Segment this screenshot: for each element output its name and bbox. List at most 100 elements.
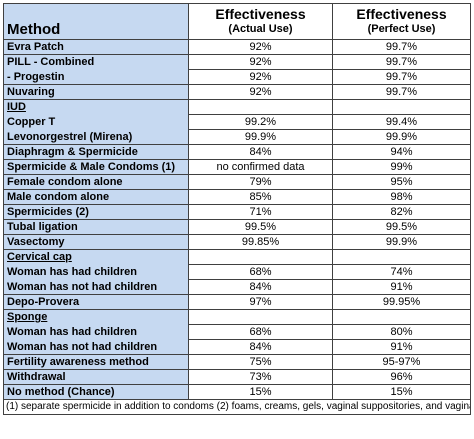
table-row: Evra Patch 92% 99.7% (3, 39, 471, 55)
table-row: Woman has not had children 84% 91% (3, 339, 471, 355)
group-heading: Sponge (7, 311, 48, 324)
perfect-cell: 74% (332, 264, 471, 280)
actual-cell: 79% (188, 174, 333, 190)
group-heading-row: Sponge (3, 309, 471, 325)
perfect-cell: 99.7% (332, 54, 471, 70)
perfect-cell: 95-97% (332, 354, 471, 370)
group-heading: Cervical cap (7, 251, 72, 264)
perfect-cell: 95% (332, 174, 471, 190)
perfect-cell: 82% (332, 204, 471, 220)
header-text: Effectiveness (356, 5, 447, 22)
table-row: Levonorgestrel (Mirena) 99.9% 99.9% (3, 129, 471, 145)
perfect-cell: 96% (332, 369, 471, 385)
method-cell: Woman has not had children (3, 279, 189, 295)
table-row: Nuvaring 92% 99.7% (3, 84, 471, 100)
perfect-cell: 91% (332, 279, 471, 295)
perfect-cell: 99.7% (332, 69, 471, 85)
empty-cell (332, 99, 471, 115)
method-cell: Nuvaring (3, 84, 189, 100)
perfect-cell: 80% (332, 324, 471, 340)
method-cell: Copper T (3, 114, 189, 130)
table-row: Depo-Provera 97% 99.95% (3, 294, 471, 310)
table-row: Female condom alone 79% 95% (3, 174, 471, 190)
method-cell: Woman has had children (3, 324, 189, 340)
actual-cell: 97% (188, 294, 333, 310)
actual-cell: 85% (188, 189, 333, 205)
table-row: Copper T 99.2% 99.4% (3, 114, 471, 130)
table-row: Vasectomy 99.85% 99.9% (3, 234, 471, 250)
table-row: PILL - Combined 92% 99.7% (3, 54, 471, 70)
perfect-cell: 15% (332, 384, 471, 400)
actual-cell: 71% (188, 204, 333, 220)
actual-cell: 15% (188, 384, 333, 400)
table-row: Male condom alone 85% 98% (3, 189, 471, 205)
actual-cell: 73% (188, 369, 333, 385)
actual-cell: no confirmed data (188, 159, 333, 175)
header-cell: Effectiveness (Actual Use) (188, 3, 333, 40)
empty-cell (188, 249, 333, 265)
perfect-cell: 99.95% (332, 294, 471, 310)
perfect-cell: 99.5% (332, 219, 471, 235)
method-cell: No method (Chance) (3, 384, 189, 400)
group-heading-cell: Cervical cap (3, 249, 189, 265)
method-cell: Fertility awareness method (3, 354, 189, 370)
method-cell: Woman has not had children (3, 339, 189, 355)
perfect-cell: 99% (332, 159, 471, 175)
method-cell: Woman has had children (3, 264, 189, 280)
header-row: Method Effectiveness (Actual Use) Effect… (3, 3, 471, 40)
effectiveness-table: Method Effectiveness (Actual Use) Effect… (3, 3, 471, 415)
actual-cell: 92% (188, 69, 333, 85)
empty-cell (188, 309, 333, 325)
method-cell: Male condom alone (3, 189, 189, 205)
group-heading: IUD (7, 101, 26, 114)
empty-cell (188, 99, 333, 115)
method-cell: Female condom alone (3, 174, 189, 190)
actual-cell: 75% (188, 354, 333, 370)
actual-cell: 99.85% (188, 234, 333, 250)
table-row: Woman has had children 68% 80% (3, 324, 471, 340)
group-heading-row: IUD (3, 99, 471, 115)
header-text: (Perfect Use) (367, 22, 436, 35)
perfect-cell: 99.7% (332, 84, 471, 100)
table-row: Spermicide & Male Condoms (1) no confirme… (3, 159, 471, 175)
method-cell: Vasectomy (3, 234, 189, 250)
perfect-cell: 99.9% (332, 234, 471, 250)
group-heading-row: Cervical cap (3, 249, 471, 265)
table-row: Woman has not had children 84% 91% (3, 279, 471, 295)
method-cell: PILL - Combined (3, 54, 189, 70)
method-cell: Depo-Provera (3, 294, 189, 310)
actual-cell: 68% (188, 324, 333, 340)
perfect-cell: 99.4% (332, 114, 471, 130)
perfect-cell: 99.9% (332, 129, 471, 145)
group-heading-cell: IUD (3, 99, 189, 115)
method-cell: - Progestin (3, 69, 189, 85)
actual-cell: 99.2% (188, 114, 333, 130)
actual-cell: 84% (188, 279, 333, 295)
method-cell: Spermicides (2) (3, 204, 189, 220)
empty-cell (332, 249, 471, 265)
table-row: Fertility awareness method 75% 95-97% (3, 354, 471, 370)
perfect-cell: 99.7% (332, 39, 471, 55)
empty-cell (332, 309, 471, 325)
actual-cell: 84% (188, 339, 333, 355)
table-row: Withdrawal 73% 96% (3, 369, 471, 385)
actual-cell: 99.5% (188, 219, 333, 235)
header-cell: Method (3, 3, 189, 40)
table-row: Tubal ligation 99.5% 99.5% (3, 219, 471, 235)
table-row: No method (Chance) 15% 15% (3, 384, 471, 400)
table-row: Woman has had children 68% 74% (3, 264, 471, 280)
perfect-cell: 98% (332, 189, 471, 205)
table-body: Method Effectiveness (Actual Use) Effect… (3, 3, 471, 415)
table-row: - Progestin 92% 99.7% (3, 69, 471, 85)
header-text: Effectiveness (215, 5, 306, 22)
table-row: Spermicides (2) 71% 82% (3, 204, 471, 220)
actual-cell: 92% (188, 39, 333, 55)
method-cell: Withdrawal (3, 369, 189, 385)
actual-cell: 99.9% (188, 129, 333, 145)
table-row: Diaphragm & Spermicide 84% 94% (3, 144, 471, 160)
method-cell: Evra Patch (3, 39, 189, 55)
perfect-cell: 94% (332, 144, 471, 160)
footnote: (1) separate spermicide in addition to c… (3, 399, 471, 415)
method-cell: Spermicide & Male Condoms (1) (3, 159, 189, 175)
